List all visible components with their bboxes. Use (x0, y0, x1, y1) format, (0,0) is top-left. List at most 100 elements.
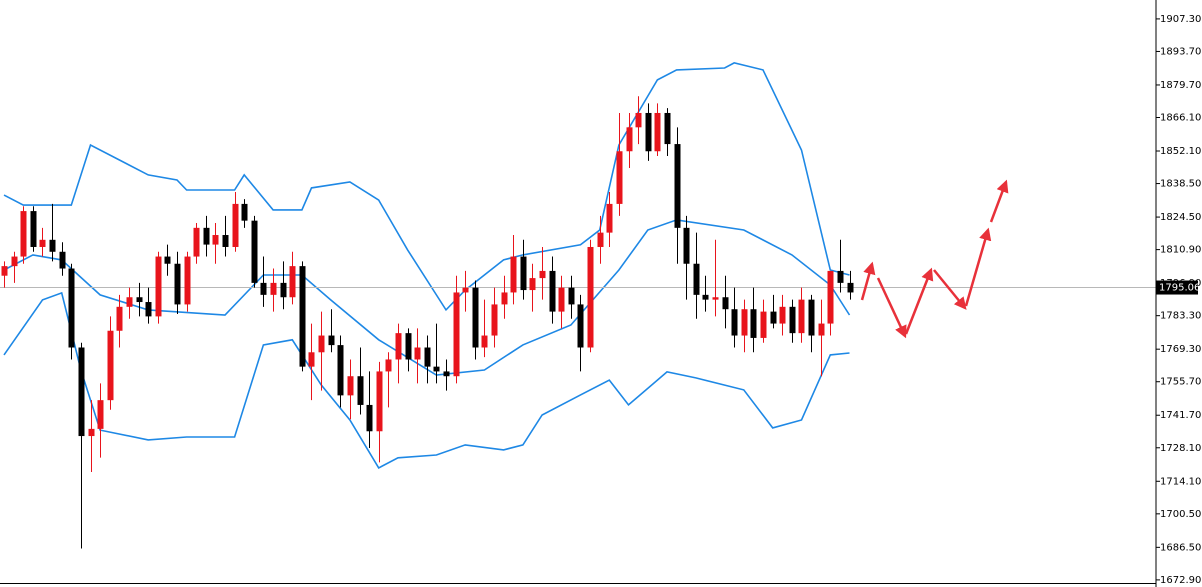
candle-body (126, 297, 133, 307)
last-price-box (1156, 280, 1198, 295)
candle-body (203, 227, 210, 245)
forecast-arrow (876, 277, 907, 339)
y-tick-label: 1866.10 (1160, 113, 1201, 124)
candle-body (366, 404, 373, 432)
y-tick-label: 1755.70 (1160, 377, 1201, 388)
y-tick-label: 1672.90 (1160, 575, 1201, 586)
candle-body (395, 333, 402, 360)
candle-body (702, 294, 709, 300)
candle-body (770, 311, 777, 324)
y-tick-label: 1769.30 (1160, 344, 1201, 355)
candle-body (318, 335, 325, 353)
candle-body (693, 263, 700, 295)
candle-body (616, 151, 623, 204)
candle-body (635, 112, 642, 128)
candle-body (424, 347, 431, 367)
bollinger-band (3, 291, 850, 469)
bollinger-band (3, 62, 850, 312)
candle-body (491, 304, 498, 336)
y-tick-label: 1824.50 (1160, 212, 1201, 223)
candle-body (462, 287, 469, 293)
candle-body (645, 112, 652, 152)
y-tick-label: 1893.70 (1160, 46, 1201, 57)
y-tick-label: 1741.70 (1160, 410, 1201, 421)
candle-body (1, 266, 8, 276)
y-tick-label: 1700.50 (1160, 509, 1201, 520)
candle-body (626, 127, 633, 152)
y-tick-label: 1838.50 (1160, 179, 1201, 190)
candle-body (251, 220, 258, 283)
last-price-label: 1795.06 (1159, 283, 1200, 294)
candle-body (568, 287, 575, 305)
candle-body (88, 428, 95, 437)
candle-body (59, 251, 66, 269)
candle-body (107, 330, 114, 401)
candle-body (328, 335, 335, 346)
candle-body (472, 287, 479, 348)
candle-body (798, 299, 805, 334)
candle-body (49, 239, 56, 252)
candle-body (510, 256, 517, 293)
candle-body (654, 112, 661, 152)
candle-body (184, 256, 191, 305)
candle-body (136, 297, 143, 303)
candle-body (779, 306, 786, 324)
candle-body (241, 203, 248, 221)
candle-body (501, 292, 508, 305)
y-tick-label: 1907.30 (1160, 14, 1201, 25)
candle-body (289, 266, 296, 298)
forecast-arrow (933, 269, 967, 310)
candle-body (664, 112, 671, 145)
forecast-arrow (860, 261, 876, 301)
y-tick-label: 1852.10 (1160, 146, 1201, 157)
y-tick-label: 1686.50 (1160, 542, 1201, 553)
forecast-arrow (904, 267, 934, 335)
candle-body (712, 297, 719, 300)
candle-body (11, 256, 18, 267)
candle-body (30, 211, 37, 247)
candle-body (155, 256, 162, 317)
candle-body (337, 345, 344, 396)
candle-body (68, 268, 75, 348)
candle-body (193, 227, 200, 257)
candle-body (270, 282, 277, 295)
candle-body (731, 309, 738, 336)
candle-body (39, 239, 46, 247)
candle-body (116, 306, 123, 331)
candle-body (414, 347, 421, 360)
candle-body (299, 266, 306, 367)
candle-body (443, 371, 450, 377)
candle-body (741, 309, 748, 336)
candle-body (164, 256, 171, 264)
forecast-arrows (860, 179, 1009, 339)
candle-body (683, 227, 690, 264)
candle-body (481, 335, 488, 348)
candle-body (385, 359, 392, 372)
candle-body (789, 306, 796, 334)
candle-body (78, 347, 85, 437)
candle-body (212, 235, 219, 245)
y-tick-label: 1783.30 (1160, 311, 1201, 322)
candle-body (587, 246, 594, 348)
candle-body (20, 211, 27, 257)
candle-body (539, 270, 546, 279)
candle-body (376, 371, 383, 432)
candle-body (347, 376, 354, 396)
candle-body (145, 302, 152, 317)
plot-area (0, 62, 1156, 549)
candle-body (750, 309, 757, 338)
candle-body (174, 263, 181, 305)
candle-body (597, 232, 604, 247)
y-tick-label: 1714.10 (1160, 476, 1201, 487)
candle-body (453, 292, 460, 377)
y-tick-label: 1728.10 (1160, 443, 1201, 454)
candle-body (827, 270, 834, 324)
candle-body (674, 144, 681, 228)
candle-body (549, 270, 556, 312)
y-tick-label: 1879.70 (1160, 80, 1201, 91)
candle-body (308, 352, 315, 367)
candle-body (232, 203, 239, 247)
candle-body (808, 299, 815, 336)
candle-body (222, 235, 229, 247)
candle-body (558, 287, 565, 312)
